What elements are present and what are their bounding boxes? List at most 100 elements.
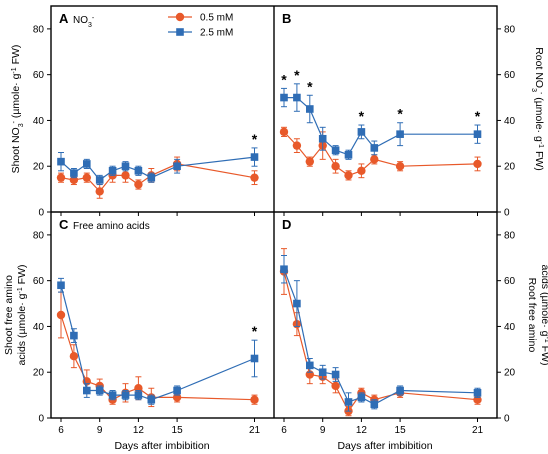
panel-letter-b: B <box>282 11 291 26</box>
y-axis-title-root-no3: Root NO3- (µmole· g-1 FW) <box>531 47 546 171</box>
data-point-low-a <box>56 173 66 182</box>
data-point-low-b <box>344 171 353 180</box>
data-point-high-a <box>57 157 65 166</box>
panel-title-a-part: - <box>92 15 95 22</box>
y-axis-title-root-amino-line2: acids (µmole· g-1 FW) <box>539 265 548 366</box>
data-point-high-d <box>318 368 327 377</box>
panel-letter-a: A <box>59 11 69 26</box>
panel-letter-c: C <box>59 217 69 232</box>
y-tick-label-c: 0 <box>38 414 44 425</box>
axis-lines <box>47 28 501 422</box>
data-point-high-a <box>70 169 78 177</box>
y-tick-label-b: 20 <box>504 162 516 173</box>
y-tick-label-b: 60 <box>504 70 516 81</box>
data-point-high-c <box>147 395 156 404</box>
legend-marker <box>175 12 185 22</box>
legend-label: 2.5 mM <box>200 28 233 39</box>
data-point-high-a <box>83 160 91 168</box>
data-point-low-a <box>121 171 130 180</box>
y-tick-label-d: 80 <box>504 230 516 241</box>
y-axis-title-shoot-no3-part: (µmole· g <box>10 73 22 121</box>
significance-star-b: * <box>475 108 481 124</box>
data-point-low-a <box>82 173 92 182</box>
y-axis-title-shoot-no3-part: - <box>11 120 18 123</box>
y-tick-label-b: 0 <box>504 208 510 219</box>
data-point-high-b <box>396 130 404 138</box>
data-point-high-b <box>473 130 482 138</box>
data-point-high-d <box>357 393 366 402</box>
data-point-low-b <box>395 162 405 171</box>
data-point-high-b <box>318 134 327 143</box>
y-tick-label-c: 80 <box>33 230 45 241</box>
significance-star-a: * <box>252 131 258 147</box>
data-point-low-a <box>250 173 259 182</box>
x-tick-label-d: 21 <box>472 425 484 436</box>
y-tick-label-a: 60 <box>33 70 45 81</box>
significance-star-b: * <box>307 78 313 94</box>
data-point-low-b <box>305 157 314 166</box>
y-axis-title-shoot-amino-line2-part: FW) <box>16 265 28 288</box>
series-line-low-d <box>283 271 478 413</box>
data-point-high-a <box>121 162 130 171</box>
data-point-high-d <box>331 370 340 379</box>
y-axis-title-root-no3-part: -1 <box>538 142 545 148</box>
data-point-low-b <box>279 127 289 137</box>
y-tick-label-d: 20 <box>504 368 516 379</box>
data-point-low-b <box>370 155 379 164</box>
data-point-high-b <box>293 93 301 102</box>
legend-label: 0.5 mM <box>200 13 233 24</box>
data-point-high-c <box>108 391 117 399</box>
data-point-high-d <box>344 398 353 406</box>
x-tick-label-c: 21 <box>249 425 261 436</box>
panel-title-a-part: 3 <box>88 22 92 29</box>
y-axis-title-root-no3-part: Root NO <box>533 47 545 88</box>
significance-star-b: * <box>294 67 300 83</box>
data-point-high-c <box>250 354 259 363</box>
x-tick-label-d: 15 <box>395 425 407 436</box>
data-point-high-c <box>57 281 65 290</box>
data-point-high-a <box>134 167 143 175</box>
panel-letter-d: D <box>282 217 291 232</box>
y-axis-title-shoot-no3: Shoot NO3- (µmole· g-1 FW) <box>10 45 25 174</box>
data-point-high-a <box>147 173 156 182</box>
x-axis-title-left: Days after imbibition <box>114 440 209 452</box>
data-point-high-b <box>331 146 340 154</box>
data-point-high-d <box>370 400 379 409</box>
y-tick-label-a: 20 <box>33 162 45 173</box>
data-point-high-d <box>396 386 404 395</box>
data-point-high-a <box>95 176 104 184</box>
data-point-low-b <box>292 141 302 150</box>
data-point-low-d <box>331 381 340 391</box>
series-line-high-a <box>60 156 255 181</box>
y-axis-title-shoot-no3-part: Shoot NO <box>10 127 22 173</box>
y-axis-title-shoot-amino-line1: Shoot free amino <box>3 275 15 355</box>
y-axis-title-shoot-no3-part: 3 <box>18 123 25 127</box>
y-tick-label-d: 60 <box>504 276 516 287</box>
y-axis-title-root-amino-line2-part: -1 <box>544 337 548 343</box>
y-tick-label-c: 20 <box>33 368 45 379</box>
significance-star-b: * <box>359 108 365 124</box>
data-point-low-c <box>56 310 66 320</box>
x-tick-label-d: 12 <box>356 425 368 436</box>
y-axis-title-shoot-no3-part: FW) <box>10 45 22 68</box>
y-tick-label-a: 80 <box>33 24 45 35</box>
y-tick-label-c: 40 <box>33 322 45 333</box>
data-point-high-b <box>344 150 353 159</box>
data-point-high-d <box>280 265 288 274</box>
y-axis-title-root-no3-part: (µmole· g <box>533 94 545 142</box>
series-line-low-a <box>60 163 255 193</box>
panel-title-a-part: NO <box>73 15 88 26</box>
x-tick-label-c: 12 <box>133 425 145 436</box>
y-axis-title-root-amino-line1: Root free amino <box>526 278 538 353</box>
data-point-high-c <box>70 331 78 340</box>
y-tick-label-b: 40 <box>504 116 516 127</box>
legend: 0.5 mM 2.5 mM <box>168 13 233 39</box>
data-point-low-c <box>69 352 79 361</box>
data-point-high-c <box>95 386 104 395</box>
data-point-low-a <box>134 180 143 189</box>
y-axis-title-shoot-amino-line2-part: acids (µmole· g <box>16 293 28 365</box>
data-point-low-a <box>95 187 104 196</box>
y-axis-title-shoot-amino-line2-part: -1 <box>17 287 24 293</box>
x-tick-label-c: 6 <box>58 425 64 436</box>
